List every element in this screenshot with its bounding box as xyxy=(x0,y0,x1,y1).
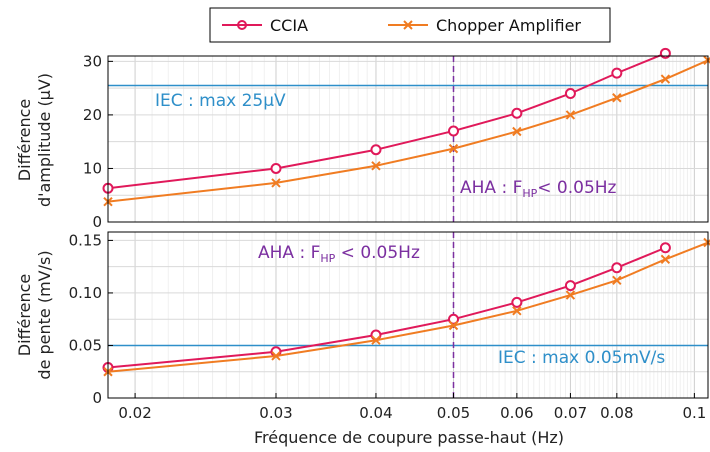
point-chopper-amplifier xyxy=(448,143,459,154)
legend-marker-chopper xyxy=(403,20,413,30)
point-chopper-amplifier xyxy=(703,55,710,65)
point-ccia xyxy=(448,313,460,325)
x-tick-label: 0.06 xyxy=(500,404,533,422)
x-tick-label: 0.02 xyxy=(118,404,151,422)
panel-slope: 0 0.05 0.10 0.15 Différence de pente (mV/s)… xyxy=(15,231,710,407)
plot-frame-slope xyxy=(107,231,709,399)
aha-label-amplitude: AHA : FHP< 0.05Hz xyxy=(460,178,617,200)
point-chopper-amplifier xyxy=(512,306,522,316)
legend-label-ccia: CCIA xyxy=(270,16,308,35)
point-ccia xyxy=(611,67,623,79)
point-chopper-amplifier xyxy=(660,74,671,84)
aha-label-slope-suffix: < 0.05Hz xyxy=(335,243,420,263)
grid-amplitude xyxy=(108,56,708,223)
x-tick-label: 0.05 xyxy=(437,404,470,422)
y-axis-title-amplitude-line1: Différence xyxy=(15,99,34,181)
point-ccia xyxy=(370,144,382,156)
series-line-ccia xyxy=(108,52,666,190)
y-tick-label: 0.10 xyxy=(69,284,102,302)
iec-label-slope: IEC : max 0.05mV/s xyxy=(498,348,665,368)
iec-label-amplitude: IEC : max 25µV xyxy=(155,91,286,111)
y-tick-label: 0 xyxy=(92,389,102,407)
point-chopper-amplifier xyxy=(612,275,622,286)
y-ticks-slope: 0 0.05 0.10 0.15 xyxy=(69,231,113,407)
plot-frame-amplitude xyxy=(107,55,709,223)
y-axis-title-slope-line1: Différence xyxy=(15,274,34,356)
aha-label-slope-prefix: AHA : F xyxy=(258,243,320,263)
y-tick-label: 0 xyxy=(92,213,102,231)
x-tick-label: 0.08 xyxy=(600,404,633,422)
series-amplitude xyxy=(102,47,710,207)
point-chopper-amplifier xyxy=(371,335,381,345)
point-chopper-amplifier xyxy=(565,110,576,120)
x-tick-label: 0.03 xyxy=(259,404,292,422)
point-ccia xyxy=(564,280,576,292)
aha-label-amplitude-sub: HP xyxy=(522,187,537,200)
grid-slope xyxy=(108,232,708,399)
point-ccia xyxy=(448,125,460,137)
point-ccia xyxy=(564,87,576,99)
y-tick-label: 20 xyxy=(83,106,102,124)
y-tick-label: 30 xyxy=(83,52,102,70)
y-tick-label: 0.05 xyxy=(69,336,102,354)
point-chopper-amplifier xyxy=(703,237,710,248)
y-ticks-amplitude: 0 10 20 30 xyxy=(83,52,113,231)
x-tick-label: 0.07 xyxy=(554,404,587,422)
y-tick-label: 10 xyxy=(83,159,102,177)
legend-label-chopper: Chopper Amplifier xyxy=(436,16,581,35)
aha-label-amplitude-suffix: < 0.05Hz xyxy=(537,178,616,198)
point-ccia xyxy=(611,262,623,274)
point-chopper-amplifier xyxy=(512,126,522,137)
x-tick-label: 0.04 xyxy=(359,404,392,422)
x-tick-label: 0.1 xyxy=(682,404,706,422)
point-chopper-amplifier xyxy=(371,161,381,171)
point-chopper-amplifier xyxy=(660,254,671,265)
x-ticks: 0.02 0.03 0.04 0.05 0.06 0.07 0.08 0.1 xyxy=(118,393,706,422)
point-chopper-amplifier xyxy=(448,320,459,331)
legend: CCIA Chopper Amplifier xyxy=(209,7,611,43)
point-chopper-amplifier xyxy=(271,351,281,361)
y-axis-title-amplitude-line2: d'amplitude (µV) xyxy=(35,73,54,207)
aha-label-slope: AHA : FHP < 0.05Hz xyxy=(258,243,420,265)
point-chopper-amplifier xyxy=(565,290,576,300)
legend-marker-ccia xyxy=(237,20,247,30)
point-ccia xyxy=(511,107,523,119)
point-ccia xyxy=(270,162,282,174)
y-axis-title-slope-line2: de pente (mV/s) xyxy=(35,250,54,379)
point-ccia xyxy=(659,242,671,254)
x-axis-title: Fréquence de coupure passe-haut (Hz) xyxy=(254,428,564,447)
panel-amplitude: 0 10 20 30 Différence d'amplitude (µV) IEC … xyxy=(15,47,710,231)
point-chopper-amplifier xyxy=(612,93,622,103)
point-chopper-amplifier xyxy=(271,178,281,188)
series-line-chopper-amplifier xyxy=(108,59,708,203)
aha-label-slope-sub: HP xyxy=(320,252,335,265)
aha-label-amplitude-prefix: AHA : F xyxy=(460,178,522,198)
y-tick-label: 0.15 xyxy=(69,231,102,249)
series-line-ccia xyxy=(108,246,666,369)
point-ccia xyxy=(511,296,523,308)
